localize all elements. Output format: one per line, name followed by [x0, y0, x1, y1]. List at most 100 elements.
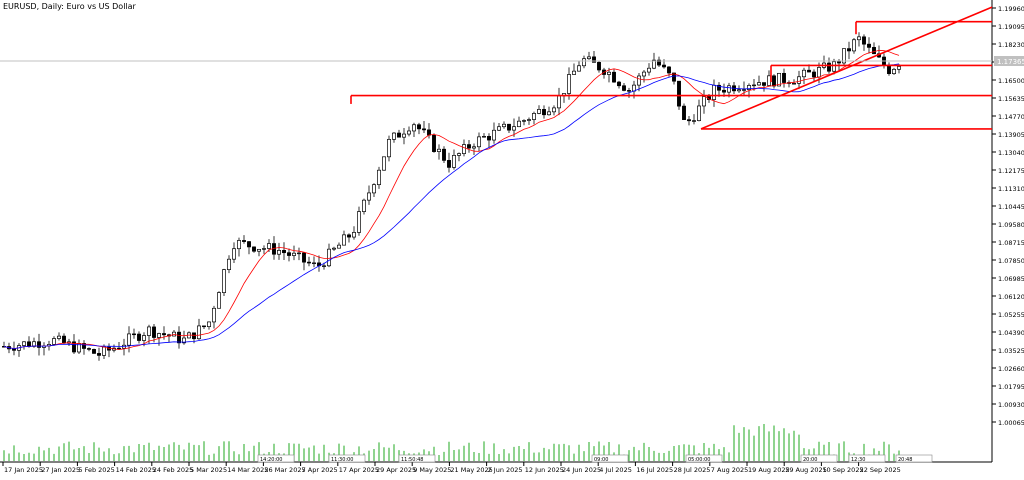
candle-body [492, 129, 496, 141]
candle-body [367, 192, 371, 201]
y-tick-label: 1.05255 [998, 311, 1024, 319]
candle-body [152, 326, 156, 338]
candle-body [742, 89, 746, 91]
candle-body [557, 95, 561, 109]
x-tick-label: 26 Mar 2025 [264, 466, 305, 474]
y-tick-label: 1.00065 [998, 419, 1024, 427]
volume-label-box [800, 454, 838, 463]
y-tick-label: 1.09580 [998, 221, 1024, 229]
volume-label-box [591, 454, 629, 463]
candle-body [807, 69, 811, 73]
x-tick-label: 29 Apr 2025 [376, 466, 416, 474]
candle-body [142, 335, 146, 341]
candle-body [82, 343, 86, 349]
candle-body [572, 70, 576, 75]
candle-body [452, 155, 456, 168]
candle-body [92, 349, 96, 354]
y-tick-label: 1.15635 [998, 95, 1024, 103]
x-tick-label: 2 Jun 2025 [488, 466, 523, 474]
candle-body [277, 250, 281, 255]
candle-body [137, 333, 141, 341]
candle-body [432, 134, 436, 152]
candle-body [207, 321, 211, 328]
candle-body [797, 76, 801, 84]
candle-body [387, 139, 391, 158]
volume-label-text: 12:30 [851, 457, 865, 463]
candle-body [657, 59, 661, 66]
candle-body [202, 325, 206, 328]
y-tick-label: 1.04390 [998, 329, 1024, 337]
y-tick-label: 1.10445 [998, 203, 1024, 211]
x-tick-label: 5 Mar 2025 [190, 466, 227, 474]
candle-body [842, 48, 846, 64]
y-axis-ticks: 1.19960 1.19095 1.18230 1.17365 1.16500 1.156… [992, 5, 1024, 427]
x-tick-label: 12 Jun 2025 [525, 466, 564, 474]
x-tick-label: 16 Jul 2025 [636, 466, 673, 474]
annotation-lines[interactable] [350, 6, 993, 130]
candle-body [117, 347, 121, 350]
x-tick-label: 17 Jan 2025 [4, 466, 43, 474]
volume-label-text: 11:30:00 [331, 457, 353, 463]
candle-body [687, 119, 691, 122]
candle-body [347, 234, 351, 238]
candle-body [747, 85, 751, 90]
candle-body [372, 184, 376, 194]
candle-body [762, 82, 766, 86]
candle-body [407, 130, 411, 135]
candle-body [627, 90, 631, 92]
candle-body [87, 348, 91, 350]
trendline[interactable] [700, 6, 993, 130]
volume-time-labels: 14:20:00 11:30:00 11:50:48 09:00 05:00:00 20:… [257, 454, 933, 463]
x-tick-label: 4 Jul 2025 [599, 466, 632, 474]
y-tick-label: 1.06120 [998, 293, 1024, 301]
volume-label-text: 11:50:48 [401, 457, 423, 463]
candle-body [127, 333, 131, 346]
moving-average-slow-line [3, 63, 900, 350]
candle-body [697, 105, 701, 121]
candle-body [162, 333, 166, 336]
candle-body [682, 105, 686, 120]
candle-body [497, 126, 501, 131]
candle-body [767, 75, 771, 86]
volume-label-text: 09:00 [594, 457, 608, 463]
candle-body [667, 66, 671, 74]
candle-body [257, 248, 261, 252]
y-tick-label: 1.18230 [998, 41, 1024, 49]
candle-body [292, 252, 296, 256]
y-tick-label: 1.07850 [998, 257, 1024, 265]
candle-body [312, 262, 316, 265]
volume-label-box [398, 454, 436, 463]
candle-body [102, 346, 106, 356]
candle-body [597, 62, 601, 71]
y-tick-label: 1.03525 [998, 347, 1024, 355]
candle-body [722, 89, 726, 93]
candle-body [662, 64, 666, 68]
candle-body [477, 136, 481, 148]
candle-body [542, 109, 546, 116]
candle-body [482, 136, 486, 138]
candle-body [282, 250, 286, 254]
candle-body [857, 36, 861, 41]
candle-body [217, 292, 221, 309]
candle-body [752, 84, 756, 87]
y-tick-label: 1.01795 [998, 383, 1024, 391]
x-tick-label: 14 Feb 2025 [116, 466, 156, 474]
candle-body [182, 337, 186, 344]
candle-body [287, 252, 291, 256]
candles-layer [2, 32, 901, 361]
candle-body [302, 252, 306, 263]
candle-body [827, 62, 831, 72]
x-tick-label: 17 Apr 2025 [339, 466, 379, 474]
candle-body [252, 246, 256, 252]
volume-label-box [895, 454, 933, 463]
volume-label-text: 20:48 [898, 457, 912, 463]
candle-body [812, 71, 816, 78]
y-tick-label: 1.00930 [998, 401, 1024, 409]
candle-body [457, 153, 461, 156]
candle-body [232, 248, 236, 260]
candle-body [772, 75, 776, 87]
candle-body [192, 332, 196, 340]
